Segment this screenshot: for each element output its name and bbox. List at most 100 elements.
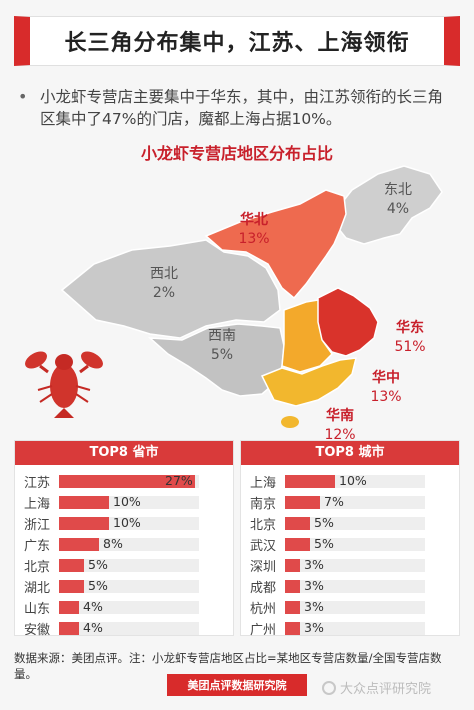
province-row: 北京 5% bbox=[15, 555, 199, 575]
province-row: 湖北 5% bbox=[15, 576, 199, 596]
city-value: 3% bbox=[304, 556, 324, 572]
city-label: 深圳 bbox=[249, 559, 276, 575]
region-shape-华中 bbox=[281, 299, 333, 373]
city-value: 10% bbox=[339, 472, 367, 488]
province-label: 上海 bbox=[23, 496, 50, 512]
map-region-value-东北: 4% bbox=[387, 201, 409, 217]
city-row: 上海 10% bbox=[241, 471, 425, 491]
province-value: 10% bbox=[113, 514, 141, 530]
top8-province-panel: TOP8 省市 江苏 27% 上海 10% 浙江 10% 广东 8% 北京 5% 湖北 5% 山东 4% 安… bbox=[14, 440, 234, 638]
province-track: 4% bbox=[59, 619, 199, 635]
province-label: 湖北 bbox=[23, 580, 50, 596]
region-shape-东北 bbox=[329, 165, 443, 245]
city-label: 杭州 bbox=[249, 601, 276, 617]
province-label: 广东 bbox=[23, 538, 50, 554]
city-label: 上海 bbox=[249, 475, 276, 491]
province-bar bbox=[59, 558, 84, 572]
province-track: 27% bbox=[59, 472, 199, 488]
city-track: 3% bbox=[285, 620, 425, 635]
province-label: 安徽 bbox=[23, 622, 50, 638]
page-title: 长三角分布集中，江苏、上海领衔 bbox=[64, 31, 410, 56]
city-bar bbox=[285, 621, 300, 635]
city-track: 3% bbox=[285, 598, 425, 614]
region-shape-西北 bbox=[60, 239, 281, 339]
city-label: 成都 bbox=[249, 580, 276, 596]
header-banner: 长三角分布集中，江苏、上海领衔 bbox=[14, 16, 460, 66]
city-bar bbox=[285, 495, 320, 509]
summary-bullet: • 小龙虾专营店主要集中于华东，其中，由江苏领衔的长三角区集中了47%的门店，魔… bbox=[18, 86, 458, 130]
watermark-text: 大众点评研究院 bbox=[340, 682, 432, 697]
map-region-value-华中: 13% bbox=[370, 389, 401, 405]
city-value: 3% bbox=[304, 577, 324, 593]
province-bar bbox=[59, 600, 79, 614]
city-row: 广州 3% bbox=[241, 618, 425, 638]
province-label: 北京 bbox=[23, 559, 50, 575]
province-row: 广东 8% bbox=[15, 534, 199, 554]
province-value: 5% bbox=[88, 556, 108, 572]
wechat-icon bbox=[322, 680, 336, 695]
city-row: 深圳 3% bbox=[241, 555, 425, 575]
map-region-label-华南: 华南 bbox=[326, 407, 354, 424]
lobster-icon bbox=[25, 351, 103, 418]
map-title: 小龙虾专营店地区分布占比 bbox=[140, 144, 333, 163]
city-row: 成都 3% bbox=[241, 576, 425, 596]
map-region-value-华东: 51% bbox=[394, 339, 425, 355]
province-bar bbox=[59, 579, 84, 593]
top8-city-title: TOP8 城市 bbox=[241, 441, 459, 465]
province-bar bbox=[59, 474, 195, 488]
region-shape-华南 bbox=[260, 357, 357, 407]
city-bar bbox=[285, 558, 300, 572]
city-label: 北京 bbox=[249, 517, 276, 533]
city-track: 10% bbox=[285, 472, 425, 488]
city-label: 南京 bbox=[249, 496, 276, 512]
province-value: 8% bbox=[103, 535, 123, 551]
province-label: 江苏 bbox=[23, 475, 50, 491]
city-bar bbox=[285, 579, 300, 593]
province-row: 上海 10% bbox=[15, 492, 199, 512]
province-track: 5% bbox=[59, 577, 199, 593]
province-label: 浙江 bbox=[23, 517, 50, 533]
province-label: 山东 bbox=[23, 601, 50, 617]
province-row: 江苏 27% bbox=[15, 471, 199, 491]
province-bar bbox=[59, 621, 79, 635]
province-bar bbox=[59, 537, 99, 551]
province-row: 安徽 4% bbox=[15, 618, 199, 638]
city-track: 3% bbox=[285, 556, 425, 572]
region-shape-华北 bbox=[204, 189, 347, 300]
city-label: 广州 bbox=[249, 622, 276, 638]
bullet-icon: • bbox=[18, 87, 28, 106]
province-value: 4% bbox=[83, 619, 103, 635]
map-region-label-西南: 西南 bbox=[208, 328, 236, 344]
province-value: 27% bbox=[165, 472, 193, 488]
map-region-label-华中: 华中 bbox=[372, 369, 400, 386]
province-track: 4% bbox=[59, 598, 199, 614]
city-track: 5% bbox=[285, 536, 425, 551]
city-track: 7% bbox=[285, 493, 425, 509]
city-bar bbox=[285, 537, 310, 551]
province-row: 浙江 10% bbox=[15, 513, 199, 533]
province-track: 5% bbox=[59, 556, 199, 572]
city-value: 7% bbox=[324, 493, 344, 509]
province-bar bbox=[59, 495, 109, 509]
province-track: 10% bbox=[59, 494, 199, 509]
watermark: 大众点评研究院 bbox=[322, 678, 431, 697]
footnote: 数据来源：美团点评。注：小龙虾专营店地区占比=某地区专营店数量/全国专营店数量。 bbox=[14, 651, 442, 681]
city-value: 3% bbox=[304, 598, 324, 614]
map-region-label-西北: 西北 bbox=[150, 266, 178, 282]
city-bar bbox=[285, 516, 310, 530]
map-region-value-西南: 5% bbox=[211, 347, 233, 363]
province-value: 5% bbox=[88, 577, 108, 593]
city-row: 北京 5% bbox=[241, 513, 425, 533]
city-bar bbox=[285, 600, 300, 614]
map-region-label-华东: 华东 bbox=[396, 319, 424, 336]
map-region-value-华南: 12% bbox=[324, 427, 355, 440]
province-track: 10% bbox=[59, 514, 199, 530]
city-value: 5% bbox=[314, 514, 334, 530]
city-label: 武汉 bbox=[249, 538, 276, 554]
map-region-label-华北: 华北 bbox=[240, 211, 268, 228]
province-value: 4% bbox=[83, 598, 103, 614]
city-row: 南京 7% bbox=[241, 492, 425, 512]
map-region-value-西北: 2% bbox=[153, 285, 175, 301]
province-track: 8% bbox=[59, 535, 199, 551]
province-bar bbox=[59, 516, 109, 530]
